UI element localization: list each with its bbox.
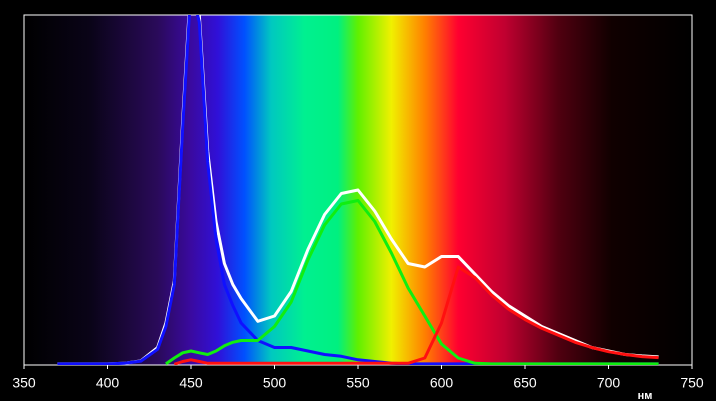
x-tick-label: 500 <box>263 375 287 391</box>
x-tick-label: 400 <box>96 375 120 391</box>
x-tick-label: 650 <box>513 375 537 391</box>
x-tick-label: 700 <box>597 375 621 391</box>
x-tick-label: 600 <box>430 375 454 391</box>
x-tick-label: 750 <box>680 375 704 391</box>
x-tick-label: 350 <box>12 375 36 391</box>
x-tick-label: 450 <box>179 375 203 391</box>
x-tick-label: 550 <box>346 375 370 391</box>
series-line <box>173 265 659 365</box>
x-axis-label: нм <box>638 390 653 401</box>
series-group <box>57 15 659 365</box>
series-line <box>165 199 659 365</box>
